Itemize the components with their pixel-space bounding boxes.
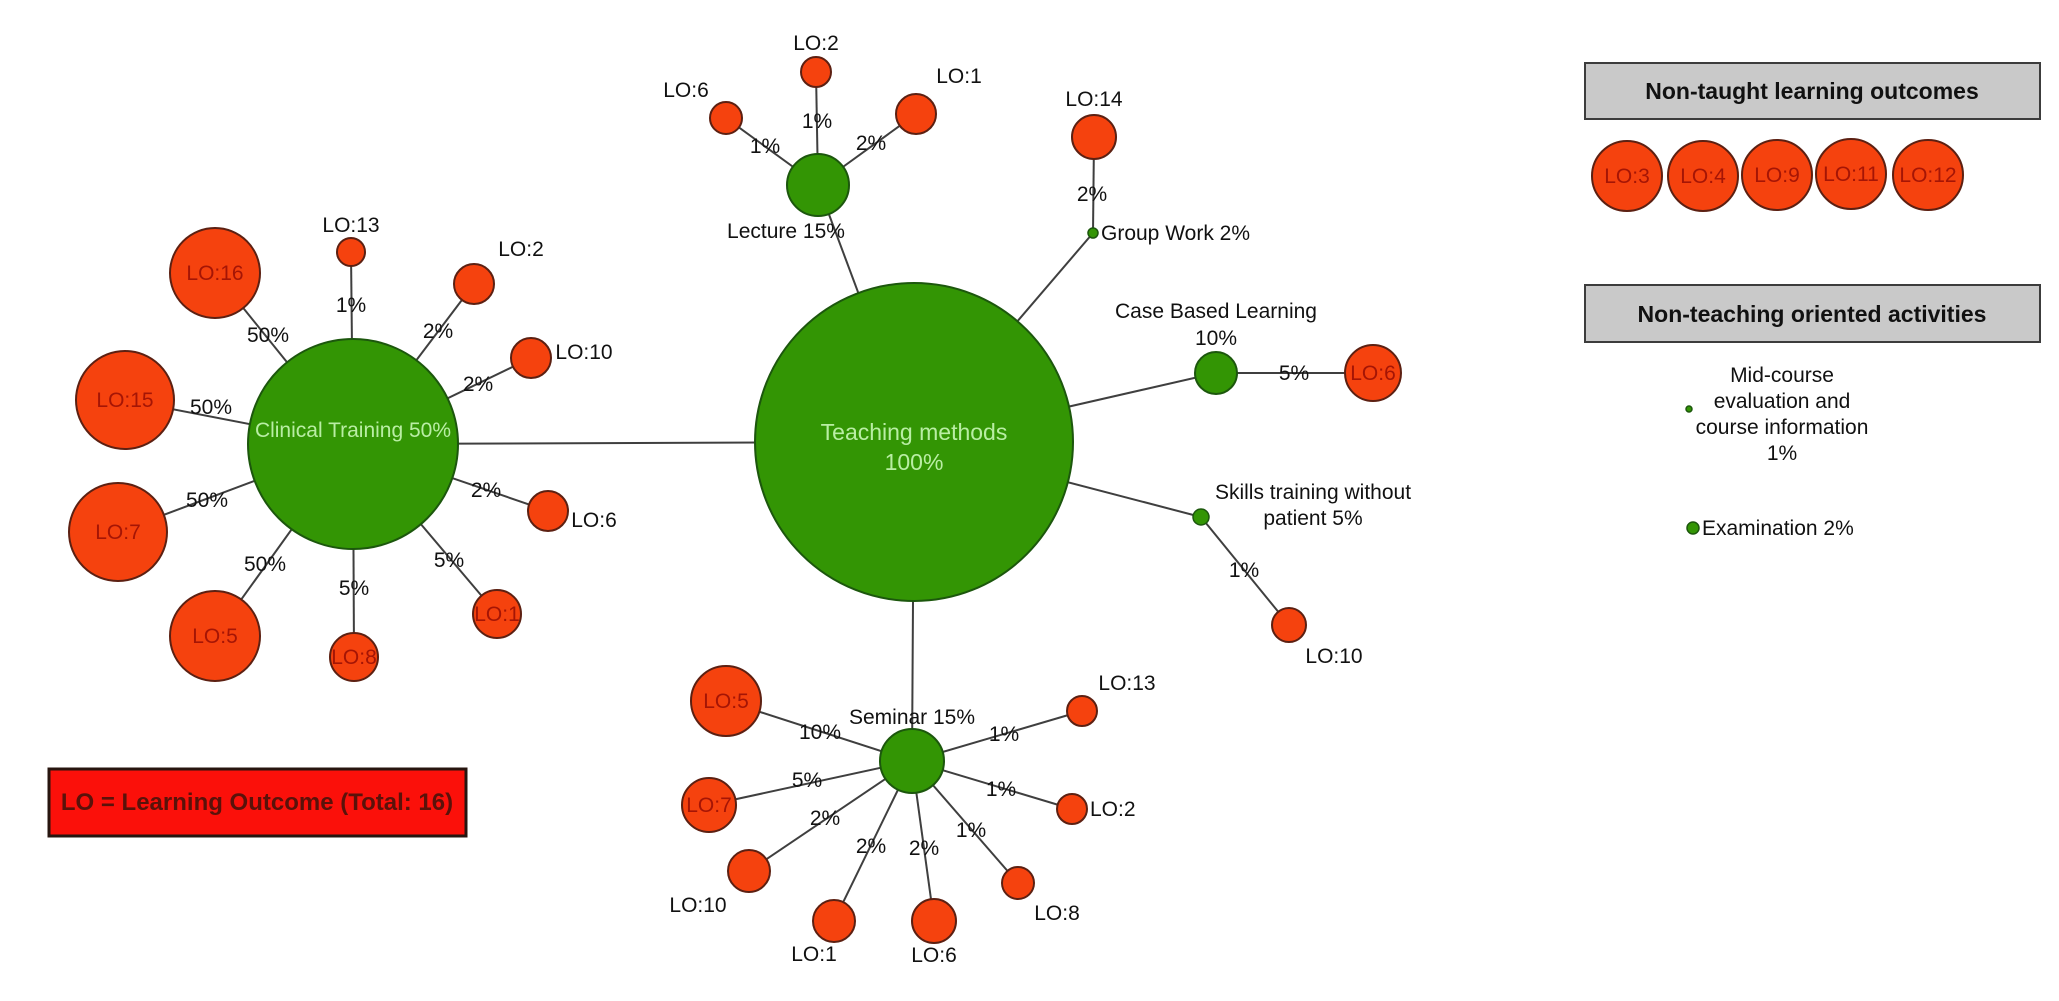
svg-text:2%: 2% xyxy=(463,373,493,396)
svg-text:LO:2: LO:2 xyxy=(793,32,839,55)
svg-text:Teaching methods: Teaching methods xyxy=(821,419,1008,445)
svg-text:LO:2: LO:2 xyxy=(498,238,544,261)
svg-text:1%: 1% xyxy=(750,135,780,158)
svg-text:LO:15: LO:15 xyxy=(96,389,153,412)
svg-text:LO:10: LO:10 xyxy=(1305,645,1362,668)
svg-text:50%: 50% xyxy=(244,553,286,576)
svg-text:LO:8: LO:8 xyxy=(331,646,377,669)
svg-text:LO:2: LO:2 xyxy=(1090,798,1136,821)
svg-text:LO:5: LO:5 xyxy=(703,690,749,713)
svg-text:1%: 1% xyxy=(1229,559,1259,582)
svg-text:LO:1: LO:1 xyxy=(474,603,520,626)
svg-text:patient 5%: patient 5% xyxy=(1263,507,1362,530)
svg-text:LO:16: LO:16 xyxy=(186,262,243,285)
svg-text:2%: 2% xyxy=(810,807,840,830)
svg-text:Clinical Training 50%: Clinical Training 50% xyxy=(255,419,451,442)
svg-text:Mid-course: Mid-course xyxy=(1730,364,1834,387)
svg-text:Lecture 15%: Lecture 15% xyxy=(727,220,845,243)
svg-text:2%: 2% xyxy=(856,835,886,858)
svg-text:1%: 1% xyxy=(986,778,1016,801)
svg-text:LO:11: LO:11 xyxy=(1823,163,1879,186)
svg-text:Seminar 15%: Seminar 15% xyxy=(849,706,975,729)
svg-text:2%: 2% xyxy=(856,132,886,155)
svg-text:1%: 1% xyxy=(956,819,986,842)
svg-text:LO:4: LO:4 xyxy=(1680,165,1726,188)
svg-text:LO:13: LO:13 xyxy=(322,214,379,237)
svg-text:LO:7: LO:7 xyxy=(686,794,732,817)
svg-text:Case Based Learning: Case Based Learning xyxy=(1115,300,1317,323)
svg-text:LO:12: LO:12 xyxy=(1899,164,1956,187)
svg-text:Examination 2%: Examination 2% xyxy=(1702,517,1854,540)
svg-text:LO:13: LO:13 xyxy=(1098,672,1155,695)
svg-text:50%: 50% xyxy=(247,324,289,347)
svg-text:2%: 2% xyxy=(471,479,501,502)
svg-text:10%: 10% xyxy=(1195,327,1237,350)
svg-text:2%: 2% xyxy=(1077,183,1107,206)
svg-text:LO:1: LO:1 xyxy=(936,65,982,88)
svg-text:LO = Learning Outcome (Total:: LO = Learning Outcome (Total: 16) xyxy=(61,789,453,816)
svg-text:LO:1: LO:1 xyxy=(791,943,837,966)
svg-text:5%: 5% xyxy=(1279,362,1309,385)
svg-text:LO:8: LO:8 xyxy=(1034,902,1080,925)
svg-text:1%: 1% xyxy=(989,723,1019,746)
svg-text:LO:5: LO:5 xyxy=(192,625,238,648)
svg-text:course information: course information xyxy=(1696,416,1869,439)
svg-text:Group Work 2%: Group Work 2% xyxy=(1101,222,1250,245)
svg-text:LO:9: LO:9 xyxy=(1754,164,1800,187)
svg-text:LO:3: LO:3 xyxy=(1604,165,1650,188)
svg-text:1%: 1% xyxy=(802,110,832,133)
svg-text:2%: 2% xyxy=(909,837,939,860)
svg-text:LO:7: LO:7 xyxy=(95,521,141,544)
svg-text:1%: 1% xyxy=(1767,442,1797,465)
svg-text:LO:14: LO:14 xyxy=(1065,88,1123,111)
svg-text:LO:6: LO:6 xyxy=(663,79,709,102)
svg-text:Non-taught learning outcomes: Non-taught learning outcomes xyxy=(1645,78,1979,104)
svg-text:50%: 50% xyxy=(186,489,228,512)
svg-text:LO:6: LO:6 xyxy=(571,509,617,532)
svg-text:LO:10: LO:10 xyxy=(669,894,726,917)
svg-text:LO:6: LO:6 xyxy=(911,944,957,967)
svg-text:LO:10: LO:10 xyxy=(555,341,612,364)
svg-text:10%: 10% xyxy=(799,721,841,744)
svg-text:5%: 5% xyxy=(434,549,464,572)
svg-text:50%: 50% xyxy=(190,396,232,419)
svg-text:100%: 100% xyxy=(885,449,944,475)
svg-text:Non-teaching oriented activiti: Non-teaching oriented activities xyxy=(1638,301,1987,327)
svg-text:evaluation and: evaluation and xyxy=(1714,390,1851,413)
svg-text:LO:6: LO:6 xyxy=(1350,362,1396,385)
svg-text:2%: 2% xyxy=(423,320,453,343)
svg-text:5%: 5% xyxy=(339,577,369,600)
svg-text:1%: 1% xyxy=(336,294,366,317)
svg-text:5%: 5% xyxy=(792,769,822,792)
svg-text:Skills training without: Skills training without xyxy=(1215,481,1411,504)
